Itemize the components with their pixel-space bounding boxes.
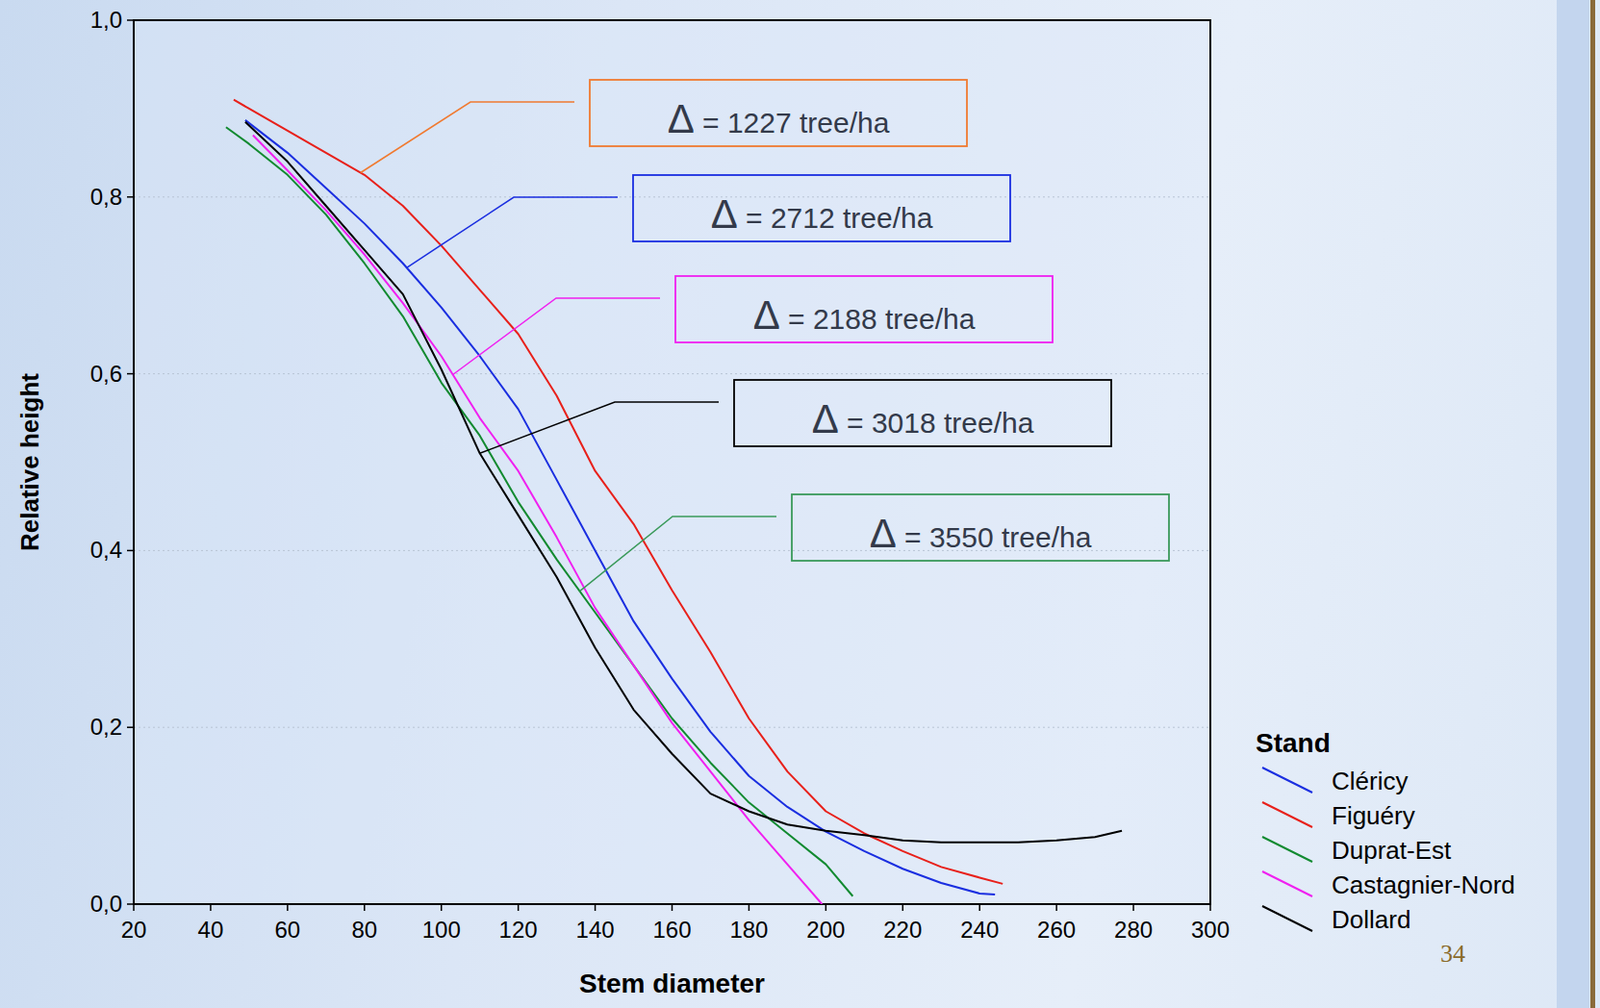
- y-tick-label: 0,0: [90, 890, 123, 917]
- plot-frame: [133, 20, 1211, 905]
- x-tick-label: 80: [351, 916, 378, 943]
- x-axis-title: Stem diameter: [579, 968, 765, 999]
- annotation-text: Δ = 1227 tree/ha: [667, 96, 890, 142]
- x-tick: [671, 904, 674, 912]
- y-tick: [126, 550, 134, 553]
- x-tick-label: 40: [198, 916, 225, 943]
- leader-line: [453, 298, 661, 376]
- y-tick-label: 0,8: [90, 183, 123, 210]
- y-tick-label: 0,2: [90, 713, 123, 740]
- x-tick: [594, 904, 597, 912]
- x-tick-label: 200: [806, 916, 845, 943]
- annotation-text: Δ = 2188 tree/ha: [753, 292, 976, 338]
- x-tick: [1132, 904, 1135, 912]
- x-tick: [748, 904, 751, 912]
- y-tick: [126, 373, 134, 376]
- x-tick: [209, 904, 212, 912]
- plot-area: [133, 20, 1211, 905]
- legend-swatch: [1262, 906, 1313, 932]
- y-tick: [126, 19, 134, 22]
- leader-line: [480, 402, 719, 454]
- series-group: [226, 100, 1122, 905]
- annotation: Δ = 2712 tree/ha: [406, 175, 1011, 268]
- annotation-box: [734, 380, 1112, 447]
- annotation: Δ = 3018 tree/ha: [480, 380, 1112, 454]
- legend-label: Figuéry: [1331, 801, 1416, 831]
- x-tick: [286, 904, 289, 912]
- x-tick-label: 240: [960, 916, 999, 943]
- leader-line: [580, 516, 777, 592]
- legend: StandCléricy Figuéry Duprat-Est Castagnier-…: [1255, 728, 1516, 935]
- x-tick-label: 140: [576, 916, 615, 943]
- y-tick: [126, 903, 134, 906]
- x-tick-label: 300: [1191, 916, 1230, 943]
- annotation: Δ = 2188 tree/ha: [453, 276, 1053, 376]
- annotation-text: Δ = 2712 tree/ha: [711, 191, 934, 237]
- x-tick-label: 180: [729, 916, 768, 943]
- legend-label: Duprat-Est: [1331, 836, 1452, 865]
- x-tick-label: 60: [275, 916, 302, 943]
- grid-line: [133, 727, 1211, 729]
- x-tick-label: 100: [422, 916, 461, 943]
- series-line: [245, 120, 995, 895]
- x-tick-label: 20: [121, 916, 148, 943]
- decor-strip: [1556, 0, 1590, 1008]
- annotation-text: Δ = 3018 tree/ha: [812, 396, 1035, 442]
- annotation: Δ = 3550 tree/ha: [580, 494, 1169, 592]
- annotation-box: [791, 494, 1169, 561]
- page-number: 34: [1440, 939, 1466, 968]
- series-line: [233, 100, 1003, 885]
- x-tick: [517, 904, 520, 912]
- x-tick: [363, 904, 366, 912]
- series-line: [245, 122, 1122, 843]
- y-axis-title: Relative height: [15, 373, 45, 552]
- legend-title: Stand: [1255, 728, 1331, 759]
- y-tick: [126, 196, 134, 199]
- grid-line: [133, 196, 1211, 198]
- x-tick: [132, 904, 135, 912]
- x-tick: [440, 904, 443, 912]
- legend-swatch: [1262, 871, 1313, 897]
- annotation: Δ = 1227 tree/ha: [360, 79, 967, 174]
- x-tick: [1055, 904, 1058, 912]
- annotation-box: [633, 175, 1011, 242]
- x-tick-label: 220: [883, 916, 922, 943]
- annotation-text: Δ = 3550 tree/ha: [869, 510, 1093, 557]
- y-tick-label: 1,0: [90, 6, 123, 33]
- x-tick: [902, 904, 905, 912]
- x-tick-label: 120: [499, 916, 538, 943]
- x-tick-label: 160: [652, 916, 691, 943]
- leader-line: [406, 197, 618, 268]
- legend-swatch: [1262, 802, 1313, 828]
- chart: 0,0 0,2 0,4 0,6 0,8 1,0 20 40 60 80 100 120 140 160 18…: [0, 0, 1600, 1008]
- x-tick-label: 280: [1114, 916, 1153, 943]
- y-tick: [126, 726, 134, 729]
- x-tick: [1209, 904, 1212, 912]
- y-tick-label: 0,4: [90, 536, 123, 563]
- series-line: [253, 134, 822, 905]
- annotation-box: [589, 79, 967, 147]
- legend-swatch: [1262, 837, 1313, 863]
- leader-line: [360, 101, 575, 174]
- x-tick-label: 260: [1037, 916, 1076, 943]
- legend-label: Cléricy: [1331, 766, 1408, 796]
- annotation-box: [675, 276, 1053, 343]
- x-tick: [978, 904, 981, 912]
- legend-label: Castagnier-Nord: [1331, 870, 1516, 900]
- grid-line: [133, 373, 1211, 375]
- x-tick: [825, 904, 828, 912]
- y-tick-label: 0,6: [90, 360, 123, 387]
- legend-swatch: [1262, 767, 1313, 793]
- decor-edge: [1590, 0, 1596, 1008]
- legend-label: Dollard: [1331, 905, 1411, 935]
- series-line: [226, 126, 853, 897]
